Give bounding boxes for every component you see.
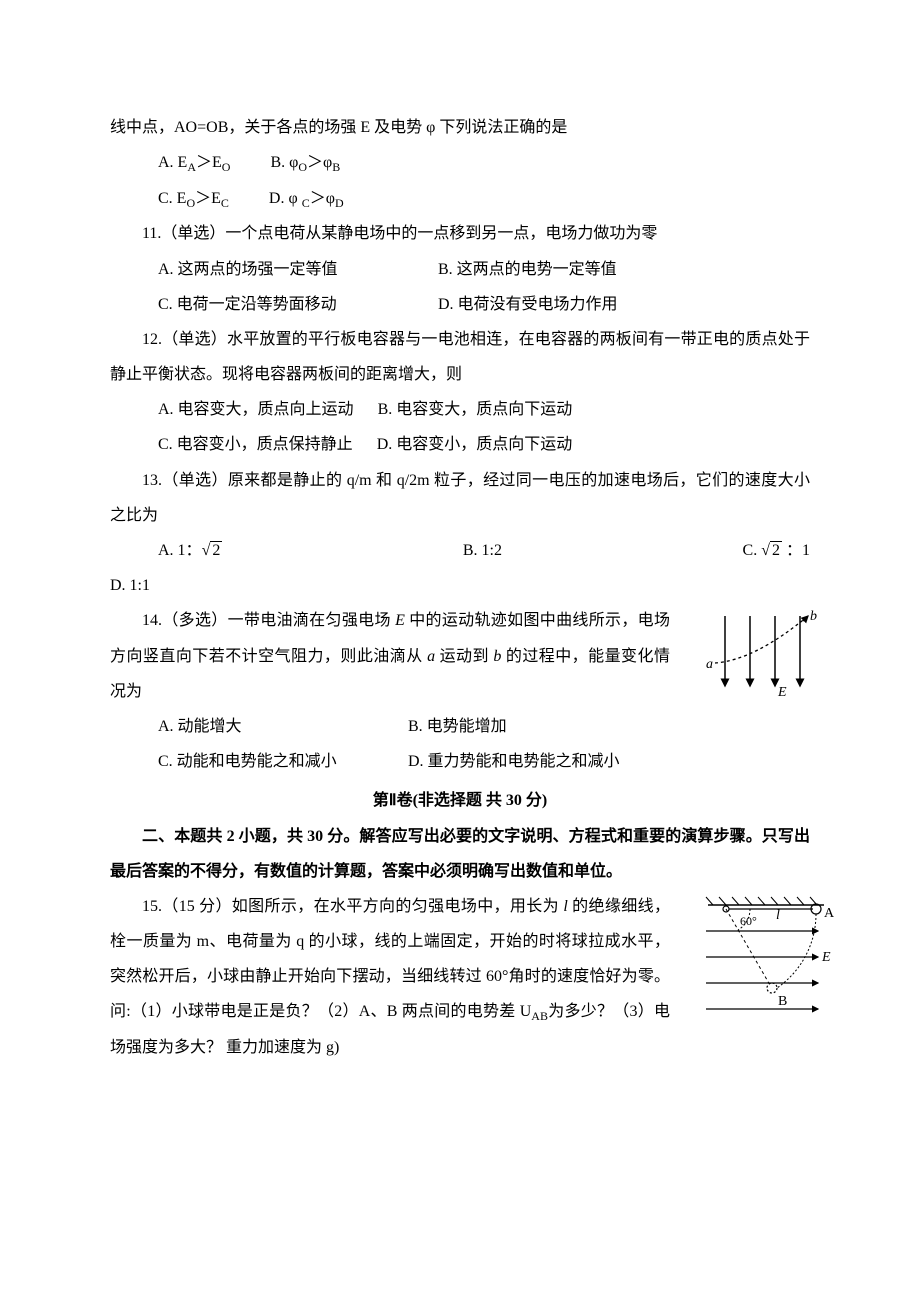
q14-figure: a b E <box>700 608 830 698</box>
q15-fig-angle: 60° <box>740 914 757 928</box>
section2-instruction: 二、本题共 2 小题，共 30 分。解答应写出必要的文字说明、方程式和重要的演算… <box>110 819 810 889</box>
q13-optD: D. 1:1 <box>110 568 810 603</box>
q13-options-row1: A. 1：2 B. 1:2 C. 2 ：1 <box>110 533 810 568</box>
q15-fig-A: A <box>824 906 835 921</box>
q14-options-row1: A. 动能增大 B. 电势能增加 <box>110 709 810 744</box>
q10-optD: D. φ C＞φD <box>269 190 344 207</box>
q14-options-row2: C. 动能和电势能之和减小 D. 重力势能和电势能之和减小 <box>110 744 810 779</box>
q14-fig-label-a: a <box>706 657 713 672</box>
q13-optC: C. 2 ：1 <box>743 533 810 568</box>
q13-optA: A. 1：2 <box>158 533 222 568</box>
q10-optA: A. EA＞EO <box>158 154 230 171</box>
q11-optD: D. 电荷没有受电场力作用 <box>438 287 718 322</box>
q14-optC: C. 动能和电势能之和减小 <box>158 744 408 779</box>
q15-fig-B: B <box>778 994 787 1009</box>
q15-block: 60° l A E B 15.（15 分）如图所示，在水平方向的匀强电场中，用长… <box>110 889 810 1065</box>
q11-options-row2: C. 电荷一定沿等势面移动 D. 电荷没有受电场力作用 <box>110 287 810 322</box>
q14-block: a b E 14.（多选）一带电油滴在匀强电场 E 中的运动轨迹如图中曲线所示，… <box>110 603 810 779</box>
q15-figure: 60° l A E B <box>698 889 838 1029</box>
q12-stem: 12.（单选）水平放置的平行板电容器与一电池相连，在电容器的两板间有一带正电的质… <box>110 322 810 392</box>
q12-optA: A. 电容变大，质点向上运动 <box>158 401 354 418</box>
section2-title: 第Ⅱ卷(非选择题 共 30 分) <box>110 783 810 818</box>
q15-fig-E: E <box>821 950 831 965</box>
q11-optC: C. 电荷一定沿等势面移动 <box>158 287 438 322</box>
q14-fig-label-E: E <box>777 685 787 698</box>
q14-optD: D. 重力势能和电势能之和减小 <box>408 744 620 779</box>
q10-options-row2: C. EO＞EC D. φ C＞φD <box>110 181 810 217</box>
q11-stem: 11.（单选）一个点电荷从某静电场中的一点移到另一点，电场力做功为零 <box>110 216 810 251</box>
q11-options-row1: A. 这两点的场强一定等值 B. 这两点的电势一定等值 <box>110 252 810 287</box>
q14-optA: A. 动能增大 <box>158 709 408 744</box>
q11-optA: A. 这两点的场强一定等值 <box>158 252 438 287</box>
q12-options-row2: C. 电容变小，质点保持静止 D. 电容变小，质点向下运动 <box>110 427 810 462</box>
q14-fig-label-b: b <box>810 609 817 624</box>
q12-optC: C. 电容变小，质点保持静止 <box>158 436 353 453</box>
q13-stem: 13.（单选）原来都是静止的 q/m 和 q/2m 粒子，经过同一电压的加速电场… <box>110 463 810 533</box>
q12-optD: D. 电容变小，质点向下运动 <box>377 436 573 453</box>
q11-optB: B. 这两点的电势一定等值 <box>438 252 718 287</box>
q15-fig-l: l <box>776 908 780 923</box>
q12-optB: B. 电容变大，质点向下运动 <box>378 401 573 418</box>
q10-optB: B. φO＞φB <box>270 154 340 171</box>
q14-optB: B. 电势能增加 <box>408 709 507 744</box>
q12-options-row1: A. 电容变大，质点向上运动 B. 电容变大，质点向下运动 <box>110 392 810 427</box>
q10-optC: C. EO＞EC <box>158 190 229 207</box>
q13-optB: B. 1:2 <box>463 533 502 568</box>
q10-options-row1: A. EA＞EO B. φO＞φB <box>110 145 810 181</box>
q10-continuation: 线中点，AO=OB，关于各点的场强 E 及电势 φ 下列说法正确的是 <box>110 110 810 145</box>
